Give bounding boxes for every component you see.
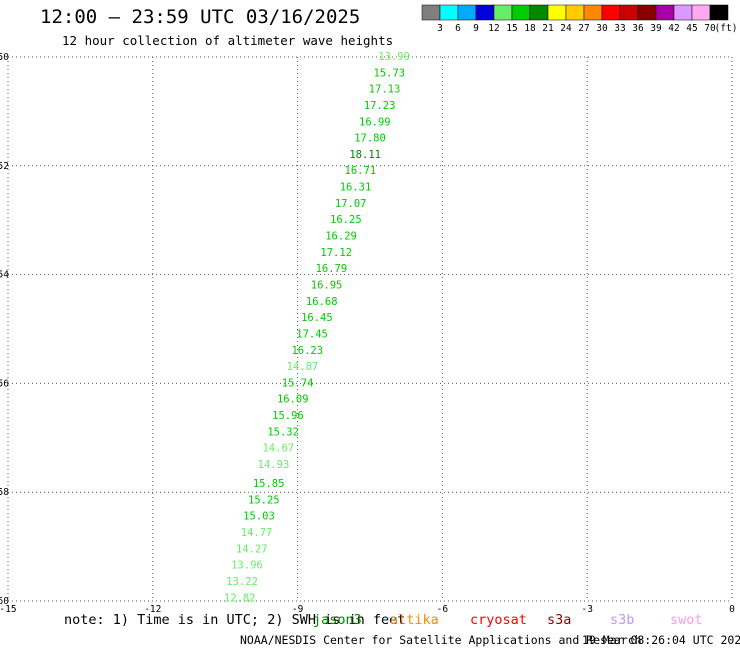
x-tick-label: 0 [729, 604, 735, 615]
footer-note: note: 1) Time is in UTC; 2) SWH is in fe… [64, 612, 406, 628]
colorbar-swatch [439, 4, 459, 21]
data-point-label: 16.99 [359, 116, 391, 128]
colorbar-swatch [565, 4, 585, 21]
colorbar-swatch [493, 4, 513, 21]
colorbar-swatch [673, 4, 693, 21]
colorbar-swatch [691, 4, 711, 21]
data-point-label: 13.22 [226, 576, 258, 588]
mission-jason3: jason3 [313, 612, 362, 628]
colorbar-label: 3 [437, 23, 443, 34]
chart-title: 12:00 – 23:59 UTC 03/16/2025 [40, 6, 361, 28]
data-point-label: 17.45 [296, 328, 328, 340]
data-point-label: 12.82 [224, 592, 256, 604]
colorbar-swatch [619, 4, 639, 21]
mission-s3b: s3b [610, 612, 635, 628]
colorbar-swatch [511, 4, 531, 21]
data-point-label: 17.80 [354, 133, 386, 145]
colorbar-label: 33 [614, 23, 625, 34]
colorbar-label: 70 [704, 23, 716, 34]
colorbar-label: 30 [596, 23, 608, 34]
mission-s3a: s3a [547, 612, 572, 628]
mission-altika: altika [390, 612, 439, 628]
colorbar-label: 45 [686, 23, 697, 34]
colorbar-label: 42 [668, 23, 679, 34]
x-tick-label: -6 [437, 604, 449, 615]
data-point-label: 16.29 [325, 231, 357, 243]
data-point-label: 16.09 [277, 394, 309, 406]
colorbar-label: 36 [632, 23, 644, 34]
data-point-label: 17.12 [320, 247, 352, 259]
x-tick-label: -9 [292, 604, 304, 615]
data-point-label: 14.27 [236, 543, 268, 555]
data-point-label: 15.73 [374, 67, 406, 79]
colorbar-label: 15 [506, 23, 517, 34]
colorbar-swatch [637, 4, 657, 21]
data-point-label: 14.93 [258, 459, 290, 471]
data-point-label: 15.25 [248, 494, 280, 506]
colorbar-label: 24 [560, 23, 572, 34]
data-tracks: 12.82 13.22 13.96 14.27 14.77 15.03 15.25 15.85… [224, 51, 410, 604]
data-point-label: 15.74 [282, 377, 314, 389]
colorbar-label: 21 [542, 23, 554, 34]
colorbar-swatch [529, 4, 549, 21]
data-point-label: 17.07 [335, 198, 367, 210]
grid [7, 56, 733, 602]
data-point-label: 16.95 [311, 279, 343, 291]
data-point-label: 18.11 [349, 149, 381, 161]
data-point-label: 17.23 [364, 100, 396, 112]
data-point-label: 16.23 [291, 345, 323, 357]
colorbar-label: 27 [578, 23, 589, 34]
colorbar-swatch [709, 4, 729, 21]
colorbar: 3 6 9 12 15 18 21 24 27 30 33 36 39 42 45 70(ft) [421, 4, 738, 34]
data-point-label: 16.31 [340, 182, 372, 194]
colorbar-swatch [601, 4, 621, 21]
x-tick-label: -15 [0, 604, 17, 615]
tick-labels: -15 -12 -9 -6 -3 0 -50 -52 -54 -56 -58 -60 [0, 52, 735, 615]
data-point-label: 17.13 [369, 84, 401, 96]
data-point-label: 15.96 [272, 410, 304, 422]
x-tick-label: -12 [144, 604, 161, 615]
data-point-label: 15.03 [243, 511, 275, 523]
colorbar-swatch [583, 4, 603, 21]
colorbar-label: 12 [488, 23, 499, 34]
data-point-label: 15.85 [253, 478, 285, 490]
colorbar-unit: (ft) [715, 23, 738, 34]
colorbar-label: 6 [455, 23, 461, 34]
y-tick-label: -56 [0, 378, 9, 389]
colorbar-label: 9 [473, 23, 479, 34]
data-point-label: 16.25 [330, 214, 362, 226]
credit-line: NOAA/NESDIS Center for Satellite Applica… [240, 633, 642, 647]
data-point-label: 16.45 [301, 312, 333, 324]
y-tick-label: -52 [0, 161, 9, 172]
colorbar-swatch [655, 4, 675, 21]
data-point-label: 15.32 [267, 426, 299, 438]
colorbar-label: 18 [524, 23, 536, 34]
y-tick-label: -58 [0, 487, 9, 498]
chart-subtitle: 12 hour collection of altimeter wave hei… [62, 33, 394, 48]
mission-swot: swot [670, 612, 703, 628]
colorbar-swatch [475, 4, 495, 21]
data-point-label: 14.67 [262, 443, 294, 455]
data-point-label: 16.79 [316, 263, 348, 275]
generation-timestamp: 19 Mar 08:26:04 UTC 2025 [582, 633, 740, 647]
y-tick-label: -50 [0, 52, 9, 63]
data-point-label: 13.96 [231, 560, 263, 572]
mission-cryosat: cryosat [470, 612, 527, 628]
data-point-label: 14.77 [241, 527, 273, 539]
colorbar-swatch [457, 4, 477, 21]
data-point-label: 16.68 [306, 296, 338, 308]
data-point-label: 16.71 [345, 165, 377, 177]
colorbar-label: 39 [650, 23, 662, 34]
colorbar-swatch [421, 4, 441, 21]
colorbar-swatch [547, 4, 567, 21]
y-tick-label: -54 [0, 270, 9, 281]
y-tick-label: -60 [0, 596, 9, 607]
data-point-label: 14.87 [287, 361, 319, 373]
x-tick-label: -3 [581, 604, 592, 615]
data-point-label: 13.99 [378, 51, 410, 63]
